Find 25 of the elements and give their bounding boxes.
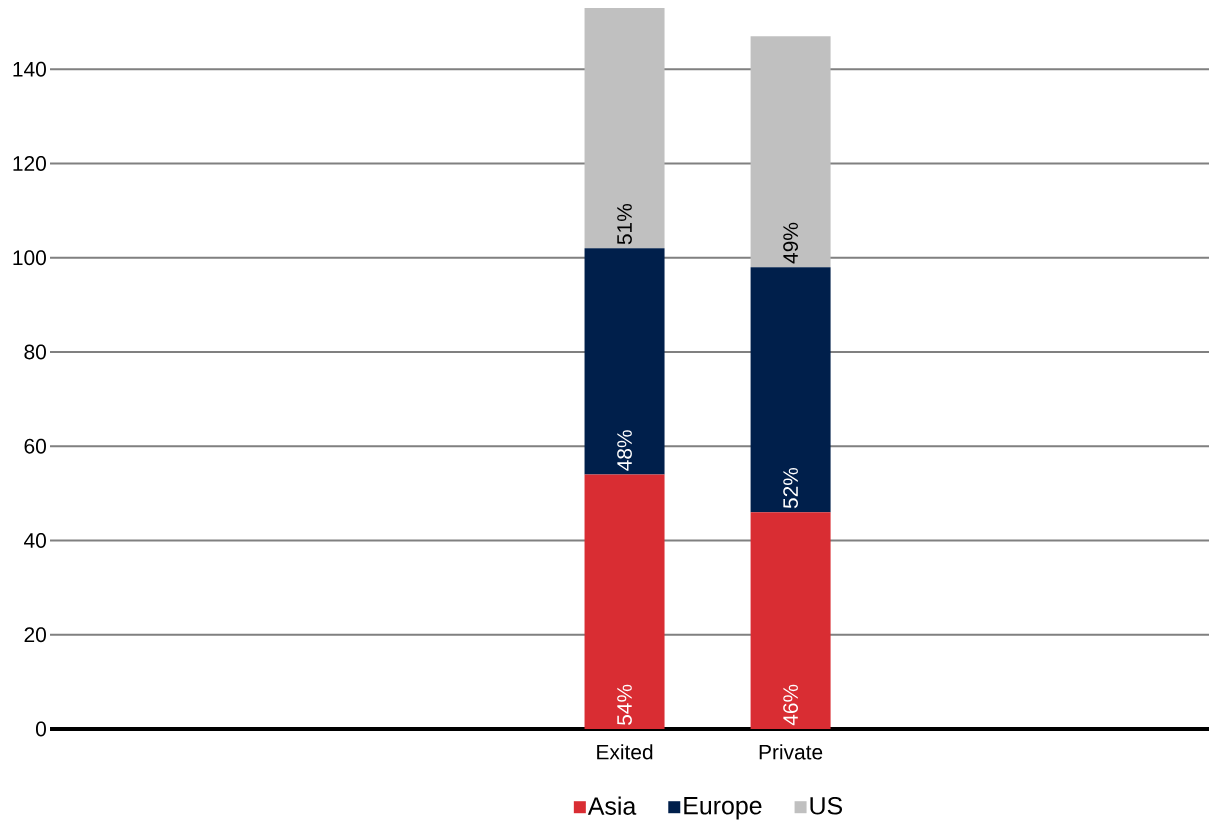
data-label: 51% [617,203,632,245]
y-tick-label: 20 [24,627,46,643]
legend-label: Europe [684,797,762,820]
y-tick-label: 60 [24,438,46,454]
y-tick-label: 0 [35,721,46,737]
data-label: 48% [617,430,632,471]
legend-label: US [810,796,843,815]
bar [750,36,831,268]
bar [584,248,665,475]
y-tick-label: 140 [13,61,46,77]
data-label: 52% [783,467,798,509]
y-tick-label: 100 [13,250,46,266]
data-label: 54% [617,684,632,725]
bar [584,7,665,249]
legend-label: Asia [587,796,637,815]
bar [750,512,831,729]
y-tick-label: 120 [13,156,46,171]
x-tick-label: Exited [597,744,653,760]
y-tick-label: 40 [24,533,46,548]
data-label: 46% [783,684,798,726]
bar [584,474,665,729]
x-tick-label: Private [759,744,823,760]
bar [750,267,831,513]
y-tick-label: 80 [24,344,46,360]
data-label: 49% [783,222,798,264]
